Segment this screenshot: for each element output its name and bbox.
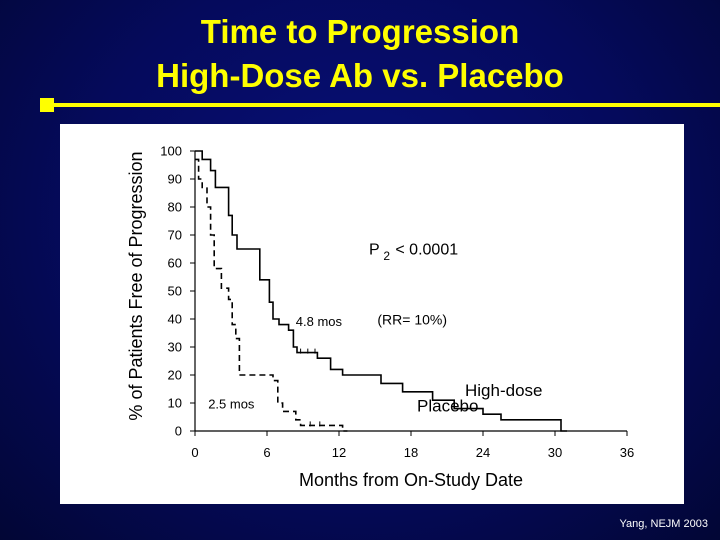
y-axis-label: % of Patients Free of Progression: [126, 151, 146, 420]
title-rule-line: [54, 103, 720, 107]
citation: Yang, NEJM 2003: [619, 518, 708, 530]
y-tick-label-0: 0: [175, 424, 182, 439]
series-line-high-dose: [195, 150, 567, 432]
y-tick-label-60: 60: [168, 256, 182, 271]
annotation-median-high-dose: 4.8 mos: [296, 314, 343, 329]
x-tick-label-0: 0: [191, 445, 198, 460]
x-tick-label-6: 6: [263, 445, 270, 460]
slide-title-line-1: Time to Progression: [200, 13, 520, 50]
y-tick-label-90: 90: [168, 172, 182, 187]
series-line-placebo: [195, 158, 348, 432]
y-tick-label-20: 20: [168, 368, 182, 383]
x-tick-label-18: 18: [404, 445, 418, 460]
kaplan-meier-chart: 0 10 20 30 40 50 60 70 80 90 100 0 6 12 18 24 30 36 Months…: [126, 144, 634, 491]
y-tick-label-40: 40: [168, 312, 182, 327]
y-tick-label-70: 70: [168, 228, 182, 243]
y-tick-label-80: 80: [168, 200, 182, 215]
annotation-response-rate: (RR= 10%): [377, 312, 447, 328]
annotation-median-placebo: 2.5 mos: [208, 397, 255, 412]
slide-title-line-2: High-Dose Ab vs. Placebo: [156, 57, 564, 94]
title-rule-square: [40, 98, 54, 112]
x-tick-label-12: 12: [332, 445, 346, 460]
chart-panel: 0 10 20 30 40 50 60 70 80 90 100 0 6 12 18 24 30 36 Months…: [60, 124, 684, 504]
x-axis-label: Months from On-Study Date: [299, 470, 523, 490]
annotation-p-value-sub: 2: [383, 249, 390, 263]
y-tick-label-10: 10: [168, 396, 182, 411]
y-tick-label-50: 50: [168, 284, 182, 299]
annotation-label-high-dose: High-dose: [465, 381, 543, 400]
x-tick-label-24: 24: [476, 445, 490, 460]
y-tick-label-100: 100: [160, 144, 182, 159]
annotation-label-placebo: Placebo: [417, 396, 478, 415]
annotation-p-value-main: P: [369, 242, 380, 259]
x-tick-label-36: 36: [620, 445, 634, 460]
x-tick-label-30: 30: [548, 445, 562, 460]
y-tick-label-30: 30: [168, 340, 182, 355]
annotation-p-value-rest: < 0.0001: [395, 242, 458, 259]
